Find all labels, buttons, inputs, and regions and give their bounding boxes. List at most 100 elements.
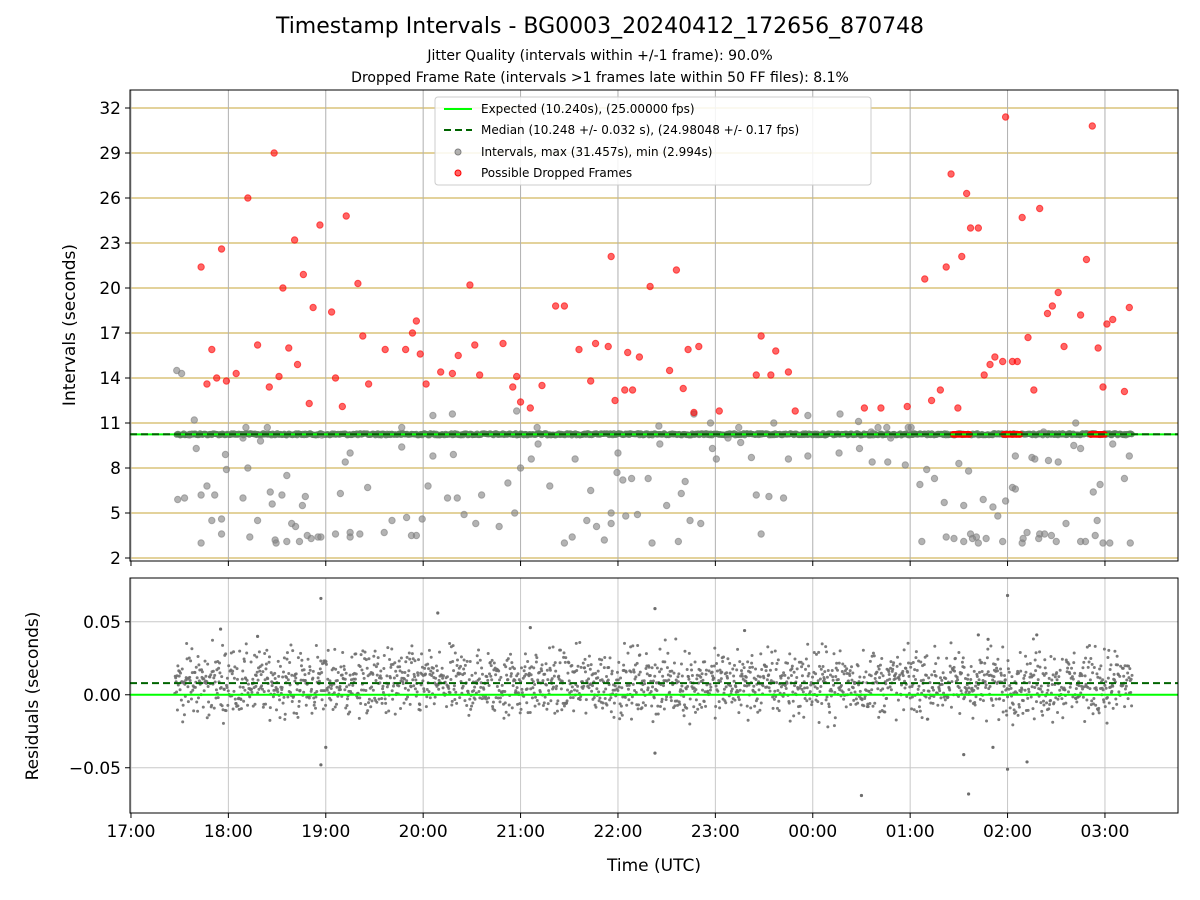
residual-point <box>335 702 339 706</box>
residual-point <box>175 690 179 694</box>
residual-point <box>341 651 345 655</box>
residual-point <box>828 710 832 714</box>
residual-point <box>940 678 944 682</box>
residual-point <box>985 719 989 723</box>
residual-point <box>246 703 250 707</box>
residual-point <box>1033 685 1037 689</box>
interval-point <box>752 491 760 499</box>
residual-point <box>243 688 247 692</box>
residual-point <box>1070 675 1074 679</box>
residual-point <box>434 664 438 668</box>
residual-point <box>990 698 994 702</box>
residual-point <box>728 671 732 675</box>
residual-point <box>239 707 243 711</box>
interval-point <box>855 444 864 453</box>
residual-point <box>792 714 796 718</box>
residual-point <box>1040 690 1044 694</box>
residual-point <box>622 641 626 645</box>
residual-point <box>754 667 758 671</box>
residual-point <box>672 661 676 665</box>
residual-point <box>1110 689 1114 693</box>
residual-point <box>926 717 930 721</box>
residual-point <box>225 686 229 690</box>
residual-point <box>626 687 630 691</box>
residual-point <box>931 701 935 705</box>
residual-point <box>438 650 442 654</box>
residual-point <box>569 689 573 693</box>
residual-point <box>278 716 282 720</box>
interval-point <box>177 369 186 378</box>
residual-outlier-point <box>653 607 657 611</box>
residual-point <box>485 700 489 704</box>
residual-point <box>741 662 745 666</box>
residual-point <box>234 702 238 706</box>
residual-point <box>637 703 641 707</box>
residual-point <box>669 695 673 699</box>
residual-point <box>534 695 538 699</box>
residual-point <box>307 696 311 700</box>
residual-point <box>324 660 328 664</box>
residual-point <box>788 719 792 723</box>
interval-point <box>380 528 388 537</box>
residual-point <box>1047 707 1051 711</box>
residual-point <box>551 685 555 689</box>
residual-point <box>985 656 989 660</box>
residual-point <box>256 678 260 682</box>
residual-point <box>555 709 559 713</box>
residual-point <box>518 711 522 715</box>
residual-point <box>1091 671 1095 675</box>
residual-point <box>544 683 548 687</box>
residual-point <box>201 705 205 709</box>
residual-point <box>714 684 718 688</box>
residual-point <box>510 706 514 710</box>
residual-point <box>665 666 669 670</box>
dropped-frame-point <box>635 353 644 361</box>
residual-point <box>1128 667 1132 671</box>
residual-point <box>452 684 456 688</box>
residual-point <box>740 669 744 673</box>
dropped-frame-point <box>791 407 799 415</box>
interval-point <box>994 512 1002 520</box>
residual-point <box>862 704 866 708</box>
residual-point <box>345 703 349 707</box>
bottom-axes: 17:00 18:00 19:00 20:00 21:00 22:00 23:00 00:00… <box>69 613 1130 842</box>
residual-point <box>1001 710 1005 714</box>
residual-point <box>876 687 880 691</box>
residual-point <box>744 675 748 679</box>
residual-point <box>986 647 990 651</box>
interval-point <box>197 491 205 499</box>
residual-point <box>909 662 913 666</box>
residual-point <box>870 688 874 692</box>
residual-point <box>502 716 506 720</box>
residual-point <box>411 657 415 661</box>
residual-point <box>819 684 823 688</box>
residual-point <box>718 668 722 672</box>
residual-point <box>463 671 467 675</box>
residual-point <box>1113 649 1117 653</box>
residual-point <box>490 658 494 662</box>
residual-point <box>382 653 386 657</box>
residual-point <box>957 686 961 690</box>
residual-point <box>448 642 452 646</box>
interval-point <box>1062 519 1070 528</box>
residual-point <box>636 644 640 648</box>
residual-point <box>1085 698 1089 702</box>
dropped-frame-point <box>290 236 299 244</box>
dropped-frame-point <box>690 408 698 417</box>
interval-point <box>940 498 948 507</box>
residual-point <box>1080 684 1084 688</box>
dropped-frame-point <box>1094 344 1102 352</box>
residual-point <box>835 661 839 665</box>
residual-point <box>839 684 843 688</box>
interval-point <box>511 509 519 517</box>
residual-point <box>1077 684 1081 688</box>
residual-point <box>927 689 931 693</box>
residual-point <box>663 638 667 642</box>
residual-point <box>724 701 728 705</box>
residual-point <box>1123 705 1127 709</box>
residual-point <box>787 701 791 705</box>
residual-point <box>364 658 368 662</box>
residual-point <box>756 710 760 714</box>
residual-point <box>827 702 831 706</box>
residual-point <box>535 698 539 702</box>
